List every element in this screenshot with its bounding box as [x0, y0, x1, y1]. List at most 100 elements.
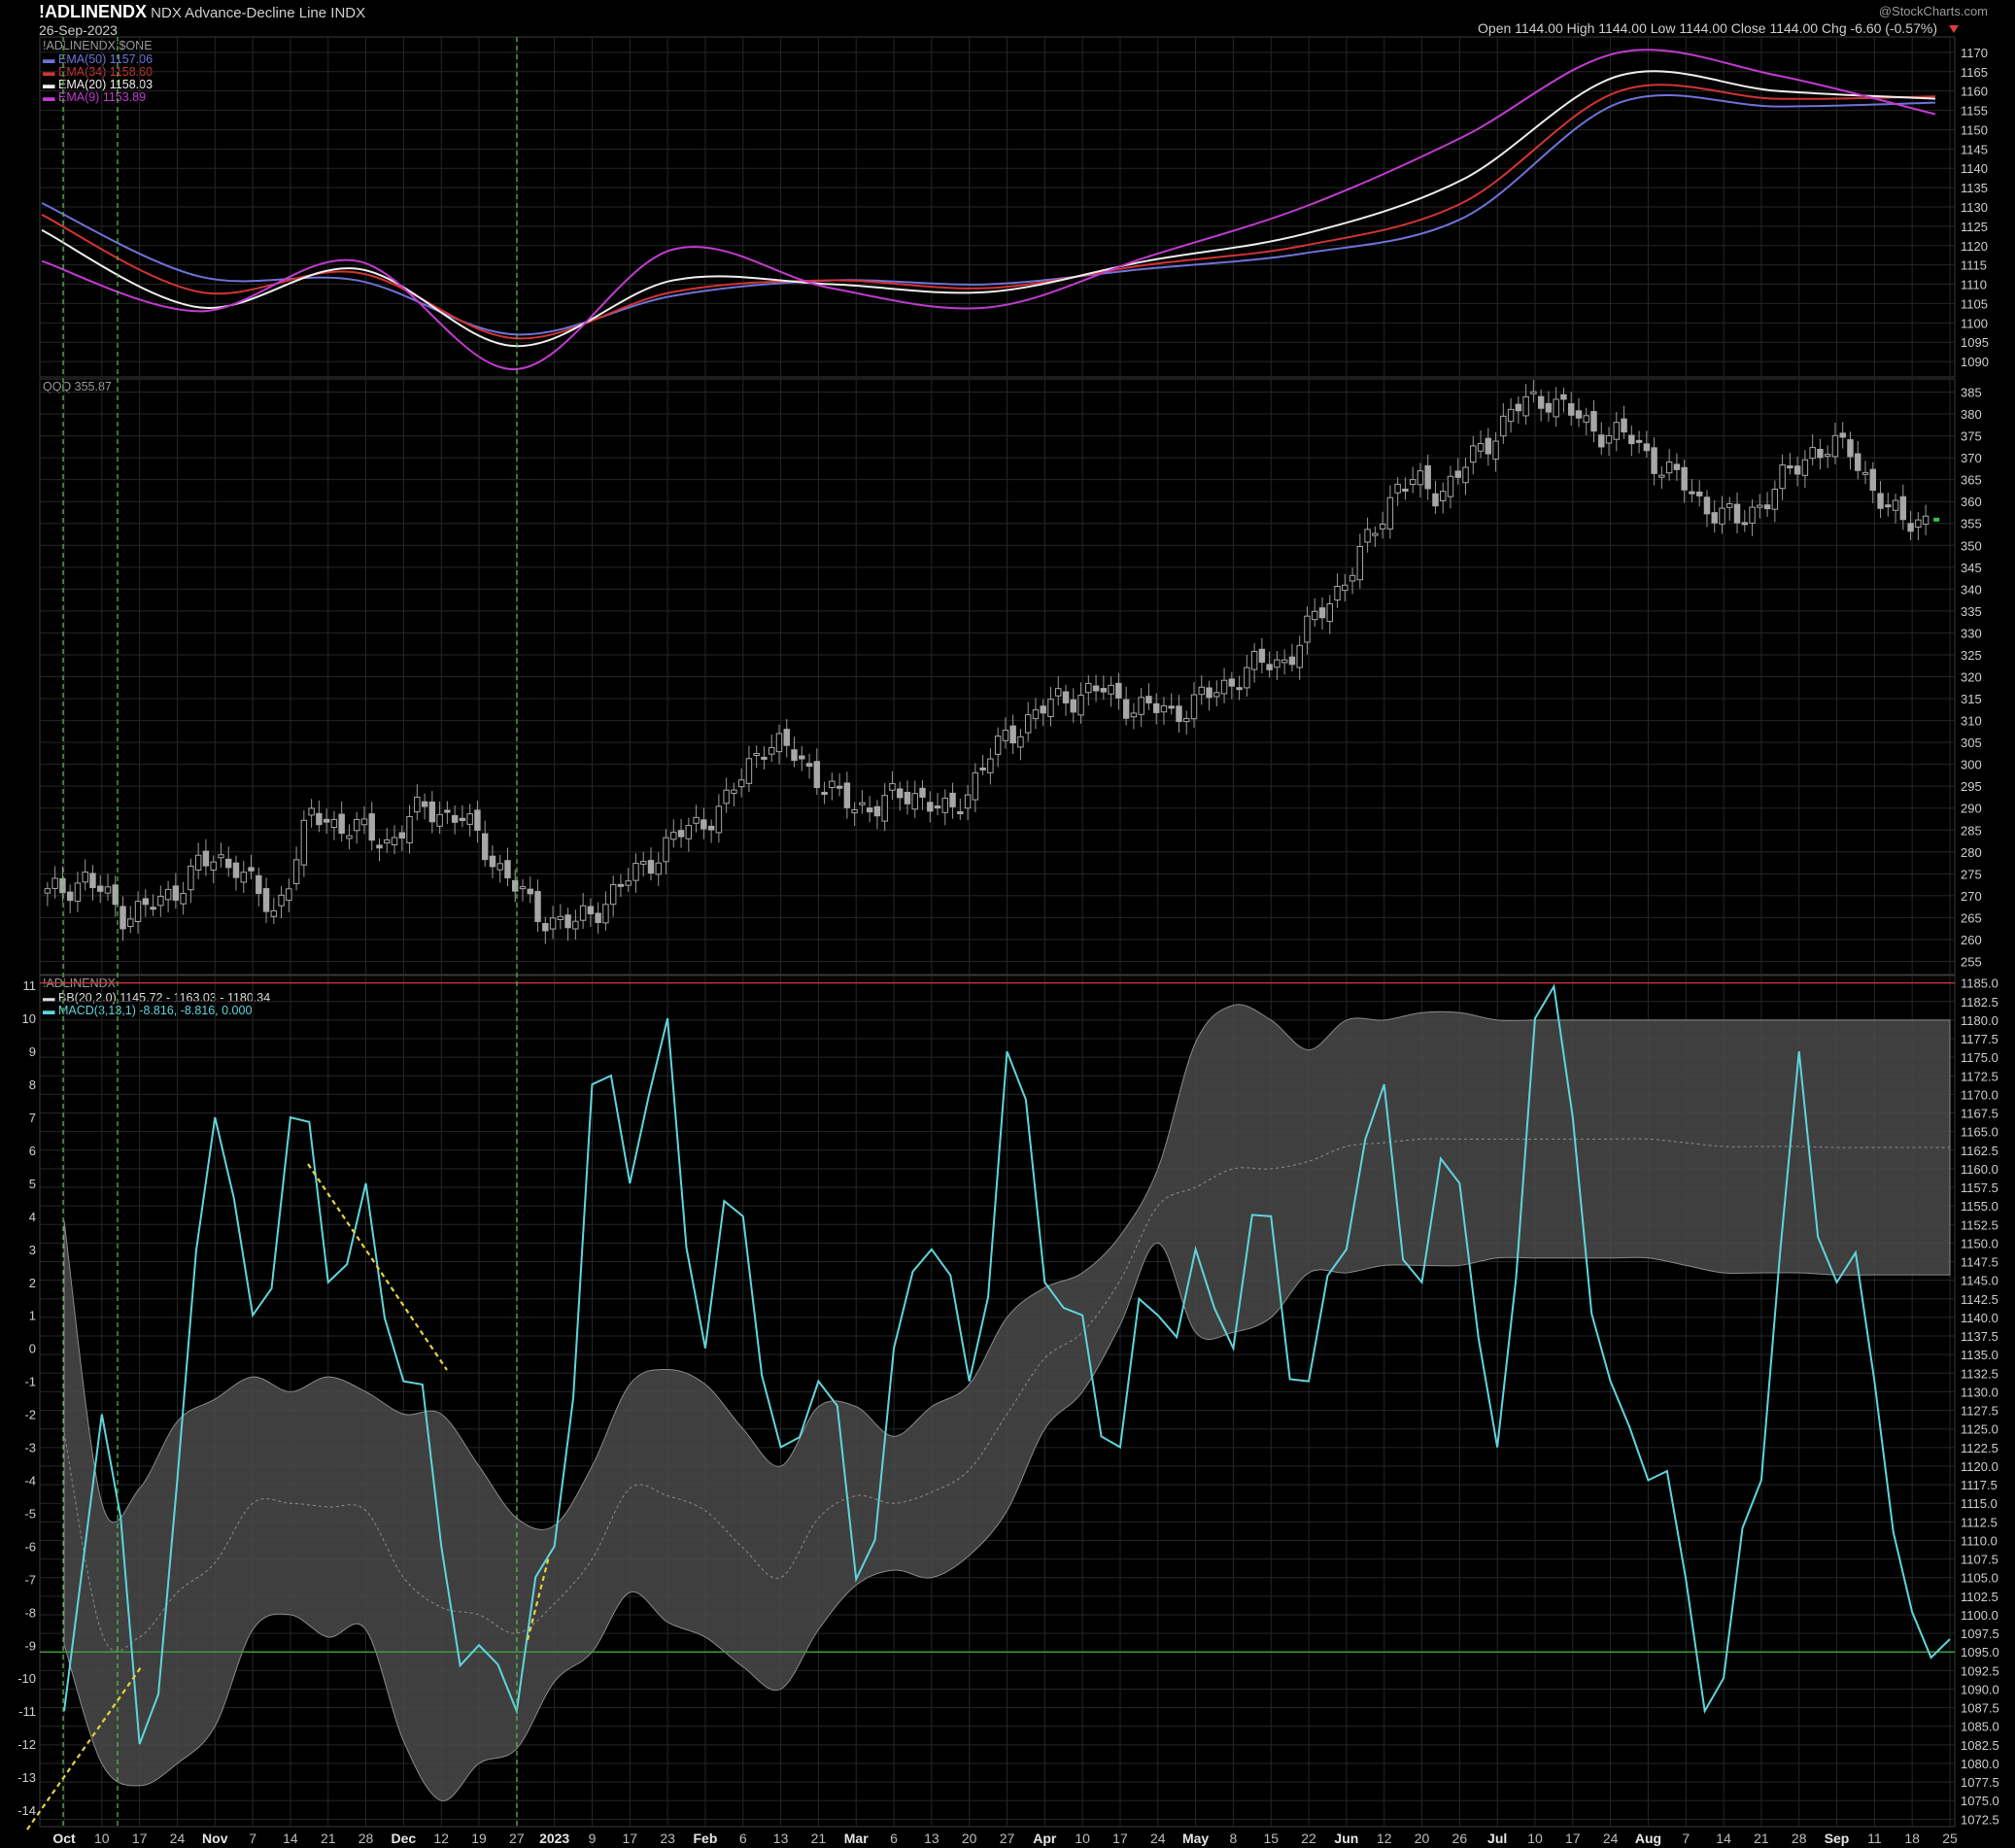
candle-body — [180, 893, 187, 905]
candle-body — [1115, 682, 1122, 699]
candle-body — [444, 809, 451, 813]
candle-body — [474, 809, 481, 831]
x-axis-tick-label: Aug — [1635, 1831, 1661, 1846]
candle-body — [1500, 415, 1507, 437]
panel2-qqq — [44, 380, 1940, 944]
candle-body — [1417, 470, 1424, 486]
x-axis-tick-label: 12 — [1377, 1831, 1392, 1846]
x-axis-tick-label: Nov — [202, 1831, 228, 1846]
candle-body — [1447, 475, 1454, 497]
y-axis-tick-label: 6 — [29, 1144, 36, 1158]
candle-body — [685, 825, 693, 839]
x-axis-tick-label: 10 — [94, 1831, 110, 1846]
candle-body — [1530, 391, 1537, 394]
candle-body — [1719, 507, 1725, 525]
ema-line-ema50 — [41, 93, 1936, 336]
candle-body — [761, 756, 768, 760]
candle-body — [1108, 684, 1114, 695]
x-axis-tick-label: 24 — [1603, 1831, 1619, 1846]
candle-body — [97, 885, 104, 892]
x-axis-tick-label: 23 — [660, 1831, 675, 1846]
y-axis-tick-label: 1135.0 — [1961, 1348, 1998, 1362]
y-axis-tick-label: -1 — [24, 1375, 36, 1389]
candle-body — [1312, 610, 1318, 621]
candle-body — [157, 896, 164, 907]
candle-body — [120, 906, 126, 930]
candle-body — [632, 863, 639, 881]
candle-body — [1250, 650, 1258, 670]
candle-body — [1409, 479, 1417, 485]
candle-body — [292, 859, 300, 885]
x-axis-tick-label: Oct — [52, 1831, 76, 1846]
candle-body — [1507, 408, 1515, 423]
candle-body — [1855, 453, 1861, 471]
candle-body — [700, 819, 707, 830]
candle-body — [836, 785, 843, 789]
candle-body — [1462, 466, 1469, 484]
candle-body — [1281, 659, 1288, 664]
candle-body — [436, 813, 443, 827]
candle-body — [791, 749, 798, 762]
candle-body — [881, 795, 888, 822]
x-axis-tick-label: 13 — [924, 1831, 939, 1846]
candle-body — [896, 788, 904, 799]
y-axis-tick-label: 1085.0 — [1961, 1720, 1999, 1734]
y-axis-tick-label: -4 — [24, 1473, 36, 1488]
x-axis-tick-label: 14 — [283, 1831, 298, 1846]
candle-body — [677, 830, 685, 838]
candle-body — [866, 807, 873, 813]
candle-body — [1454, 470, 1461, 478]
candle-body — [1070, 699, 1077, 713]
candle-body — [1757, 504, 1763, 508]
candle-body — [1266, 664, 1273, 670]
candle-body — [602, 904, 609, 924]
x-axis-tick-label: 2023 — [539, 1831, 569, 1846]
candle-body — [949, 792, 956, 807]
candle-body — [1885, 504, 1892, 508]
candle-body — [1635, 439, 1643, 443]
candle-body — [843, 782, 851, 808]
legend-label: EMA(50) 1157.06 — [57, 52, 154, 66]
candle-body — [1839, 432, 1846, 438]
candle-body — [104, 886, 112, 894]
candle-body — [663, 837, 669, 863]
candle-body — [693, 816, 700, 824]
candle-body — [1077, 695, 1084, 716]
candle-body — [1402, 488, 1409, 492]
candle-body — [512, 879, 519, 892]
candle-body — [1002, 730, 1009, 741]
candle-body — [338, 813, 345, 835]
candle-body — [1711, 512, 1718, 524]
y-axis-tick-label: 8 — [29, 1078, 36, 1092]
candle-body — [225, 858, 232, 869]
candle-body — [1386, 496, 1394, 530]
candle-body — [172, 885, 180, 902]
x-axis-tick-label: 6 — [890, 1831, 898, 1846]
y-axis-tick-label: 1087.5 — [1961, 1701, 1999, 1716]
y-axis-tick-label: 1130 — [1961, 200, 1988, 215]
candle-body — [1817, 448, 1824, 459]
panel2-title: QQQ 355.87 — [43, 380, 112, 394]
y-axis-tick-label: 335 — [1961, 604, 1982, 619]
candle-body — [1793, 465, 1801, 475]
candle-body — [278, 894, 285, 907]
y-axis-tick-label: 1150.0 — [1961, 1236, 1998, 1250]
y-axis-tick-label: 1155.0 — [1961, 1199, 1998, 1214]
x-axis-tick-label: Dec — [392, 1831, 417, 1846]
candle-body — [1590, 411, 1597, 432]
y-axis-tick-label: -12 — [17, 1737, 36, 1752]
x-axis-tick-label: Mar — [844, 1831, 869, 1846]
candle-body — [489, 855, 496, 868]
x-axis-tick-label: 17 — [1565, 1831, 1581, 1846]
candle-body — [202, 850, 210, 867]
y-axis-tick-label: 4 — [29, 1210, 36, 1224]
candle-body — [1304, 615, 1311, 643]
y-axis-tick-label: 350 — [1961, 538, 1982, 553]
y-axis-tick-label: 5 — [29, 1177, 36, 1191]
candle-body — [799, 755, 805, 760]
y-axis-tick-label: 1125 — [1961, 220, 1988, 234]
y-axis-tick-label: 1170 — [1961, 46, 1988, 60]
y-axis-tick-label: 1122.5 — [1961, 1441, 1998, 1455]
y-axis-tick-label: 1170.0 — [1961, 1087, 1998, 1102]
candle-body — [210, 861, 217, 871]
